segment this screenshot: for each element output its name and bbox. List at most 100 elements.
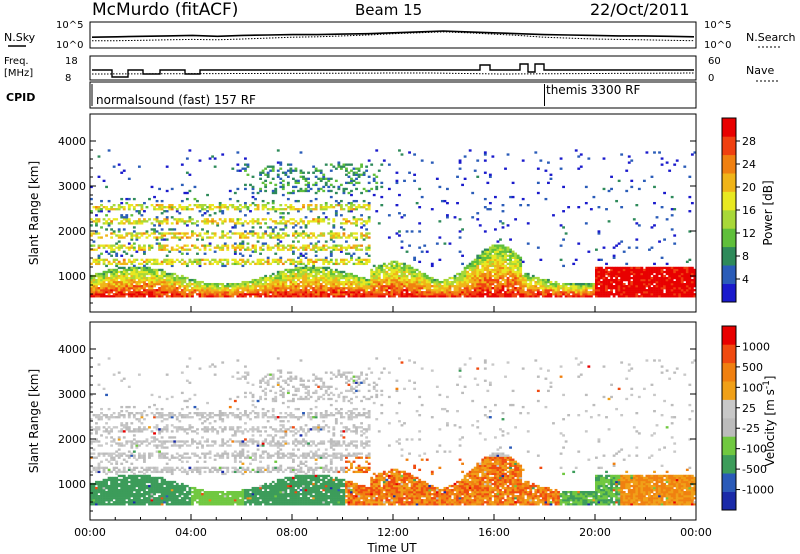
power-cell <box>130 291 134 294</box>
power-cell <box>150 258 154 261</box>
power-cell <box>519 264 523 268</box>
power-cell <box>473 285 477 288</box>
power-cell <box>137 289 141 292</box>
power-cell <box>491 246 495 249</box>
power-cell <box>312 282 316 286</box>
power-cell <box>97 254 101 257</box>
power-cell <box>400 295 404 298</box>
power-cell <box>221 282 225 286</box>
power-cell <box>292 295 295 298</box>
power-cell <box>281 287 285 290</box>
power-cell <box>251 246 255 249</box>
power-cell <box>233 224 237 227</box>
power-cell <box>650 282 654 286</box>
power-cell <box>640 293 644 296</box>
power-cell <box>347 201 351 205</box>
power-cell <box>203 212 207 215</box>
power-cell <box>595 270 598 274</box>
velocity-cell <box>115 497 119 500</box>
power-cell <box>393 268 396 272</box>
power-cell <box>365 204 369 207</box>
power-cell <box>645 268 649 272</box>
power-cell <box>221 295 225 298</box>
power-cell <box>317 289 321 292</box>
power-cell <box>246 280 250 284</box>
power-cell <box>180 285 184 288</box>
power-cell <box>180 206 184 209</box>
power-cell <box>281 218 285 221</box>
power-cell <box>292 218 295 221</box>
power-cell <box>299 258 303 261</box>
power-cell <box>440 199 444 203</box>
power-cell <box>438 293 442 296</box>
power-cell <box>360 236 363 239</box>
power-cell <box>218 204 222 207</box>
power-cell <box>382 274 386 278</box>
power-cell <box>675 285 679 288</box>
power-cell <box>150 268 154 272</box>
power-cell <box>511 266 515 270</box>
power-cell <box>663 295 666 298</box>
power-cell <box>680 276 684 280</box>
power-cell <box>395 282 399 286</box>
power-cell <box>483 153 487 156</box>
power-cell <box>564 232 568 235</box>
power-cell <box>630 291 634 294</box>
power-cell <box>221 232 225 235</box>
power-cell <box>496 289 500 292</box>
power-cell <box>494 270 497 274</box>
power-cell <box>120 274 124 278</box>
power-cell <box>390 285 394 288</box>
power-cell <box>266 165 270 168</box>
power-cell <box>549 173 553 176</box>
power-cell <box>435 289 439 292</box>
power-cell <box>478 291 482 294</box>
power-cell <box>423 274 427 278</box>
velocity-cell <box>110 458 114 461</box>
power-cell <box>292 252 295 255</box>
power-cell <box>266 208 270 211</box>
power-cell <box>117 260 121 264</box>
power-cell <box>145 260 149 264</box>
power-cell <box>304 179 308 183</box>
power-cell <box>663 287 666 290</box>
power-cell <box>355 295 358 298</box>
power-cell <box>145 289 149 292</box>
power-cell <box>468 268 472 272</box>
power-cell <box>271 169 275 172</box>
power-cell <box>324 278 328 282</box>
power-cell <box>226 206 230 209</box>
power-cell <box>425 280 429 284</box>
power-cell <box>334 289 338 292</box>
power-cell <box>140 272 144 276</box>
power-cell <box>486 293 490 296</box>
power-cell <box>408 293 411 296</box>
power-cell <box>655 291 659 294</box>
power-cell <box>206 193 209 197</box>
power-cell <box>317 187 321 191</box>
power-cell <box>352 204 356 207</box>
power-cell <box>337 201 341 205</box>
power-cell <box>127 222 131 225</box>
power-cell <box>640 278 644 282</box>
power-cell <box>635 204 639 207</box>
velocity-cell <box>100 503 103 506</box>
power-cell <box>259 260 262 264</box>
power-cell <box>299 220 303 223</box>
power-cell <box>496 266 500 270</box>
power-cell <box>307 181 310 185</box>
power-cell <box>587 287 591 290</box>
power-cell <box>476 264 480 268</box>
power-cell <box>600 287 603 290</box>
power-cell <box>241 246 245 249</box>
power-cell <box>625 272 629 276</box>
power-cell <box>261 291 265 294</box>
power-cell <box>281 282 285 286</box>
power-cell <box>117 248 121 251</box>
velocity-cell <box>97 488 101 492</box>
power-cell <box>236 151 240 154</box>
power-cell <box>281 244 285 247</box>
power-cell <box>241 236 245 239</box>
power-cell <box>637 272 641 276</box>
power-cell <box>398 262 401 266</box>
